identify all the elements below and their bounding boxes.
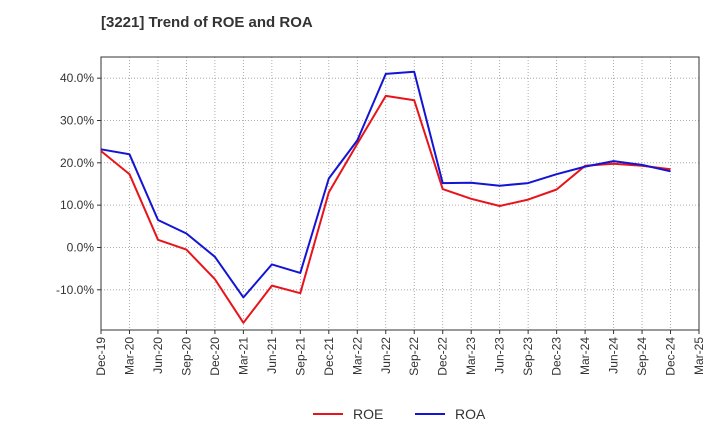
x-tick-label: Dec-22 [436, 337, 450, 376]
x-tick-label: Jun-20 [151, 337, 165, 374]
x-tick-label: Mar-21 [236, 337, 250, 375]
legend-label-roe: ROE [353, 406, 383, 422]
x-tick-label: Jun-24 [607, 337, 621, 374]
x-tick-label: Sep-21 [293, 337, 307, 376]
chart-title: [3221] Trend of ROE and ROA [101, 14, 313, 31]
x-tick-label: Sep-22 [407, 337, 421, 376]
y-tick-label: -10.0% [56, 283, 94, 297]
series-line-roe [100, 94, 671, 324]
plot-area-border [100, 56, 700, 331]
y-tick-label: 0.0% [67, 240, 95, 254]
x-tick-label: Sep-24 [635, 337, 649, 376]
x-tick-label: Jun-21 [265, 337, 279, 374]
x-tick-label: Mar-22 [350, 337, 364, 375]
x-tick-label: Sep-23 [521, 337, 535, 376]
y-tick-label: 10.0% [60, 198, 94, 212]
x-tick-label: Mar-23 [464, 337, 478, 375]
x-tick-label: Mar-20 [122, 337, 136, 375]
x-tick-label: Dec-19 [94, 337, 108, 376]
y-tick-label: 30.0% [60, 113, 94, 127]
x-tick-label: Jun-23 [493, 337, 507, 374]
series-line-roa [100, 70, 671, 299]
x-tick-label: Mar-25 [692, 337, 706, 375]
x-tick-label: Sep-20 [179, 337, 193, 376]
legend-label-roa: ROA [455, 406, 486, 422]
x-tick-label: Dec-21 [322, 337, 336, 376]
x-tick-label: Dec-23 [550, 337, 564, 376]
x-tick-label: Mar-24 [578, 337, 592, 375]
x-tick-label: Dec-24 [664, 337, 678, 376]
x-tick-label: Jun-22 [379, 337, 393, 374]
x-tick-label: Dec-20 [208, 337, 222, 376]
y-tick-label: 40.0% [60, 71, 94, 85]
y-tick-label: 20.0% [60, 156, 94, 170]
